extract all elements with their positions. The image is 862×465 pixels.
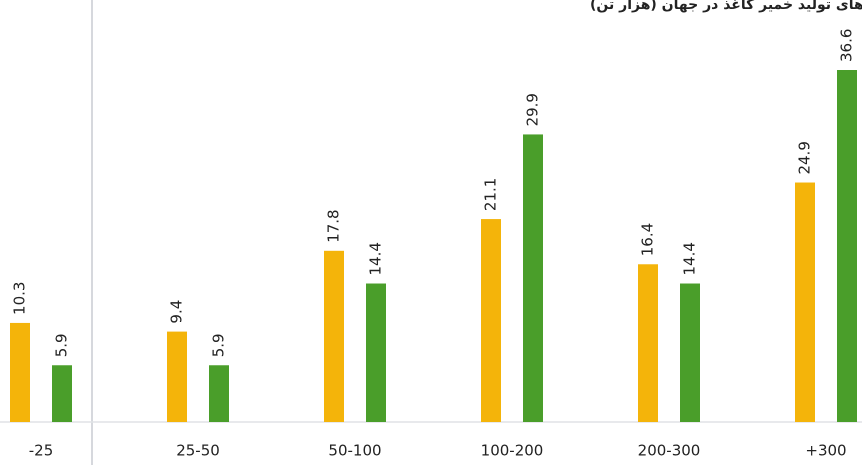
value-label: 10.3 [11, 282, 29, 315]
value-label: 14.4 [681, 242, 699, 275]
value-label: 5.9 [210, 333, 228, 357]
bar [10, 322, 30, 422]
bar [837, 70, 857, 422]
chart-title: نسبت کارخانه های تولید خمیر کاغذ در جهان… [590, 0, 862, 13]
bar [795, 182, 815, 422]
bar [366, 283, 386, 422]
bar [638, 264, 658, 422]
x-tick-label: -25 [29, 442, 54, 460]
x-tick-label: 25-50 [176, 442, 220, 460]
x-tick-label: 50-100 [328, 442, 381, 460]
bar [324, 250, 344, 422]
x-tick-label: 100-200 [481, 442, 544, 460]
value-label: 29.9 [524, 93, 542, 126]
value-label: 21.1 [482, 178, 500, 211]
x-tick-label: +300 [805, 442, 846, 460]
bar [481, 219, 501, 422]
x-tick-label: 200-300 [638, 442, 701, 460]
value-label: 16.4 [639, 223, 657, 256]
bar [52, 365, 72, 422]
bar [209, 365, 229, 422]
value-label: 17.8 [325, 209, 343, 242]
bar [680, 283, 700, 422]
value-label: 5.9 [53, 333, 71, 357]
value-label: 36.6 [838, 29, 856, 62]
value-label: 9.4 [168, 300, 186, 324]
bar [167, 331, 187, 422]
value-label: 14.4 [367, 242, 385, 275]
bar [523, 134, 543, 422]
value-label: 24.9 [796, 141, 814, 174]
